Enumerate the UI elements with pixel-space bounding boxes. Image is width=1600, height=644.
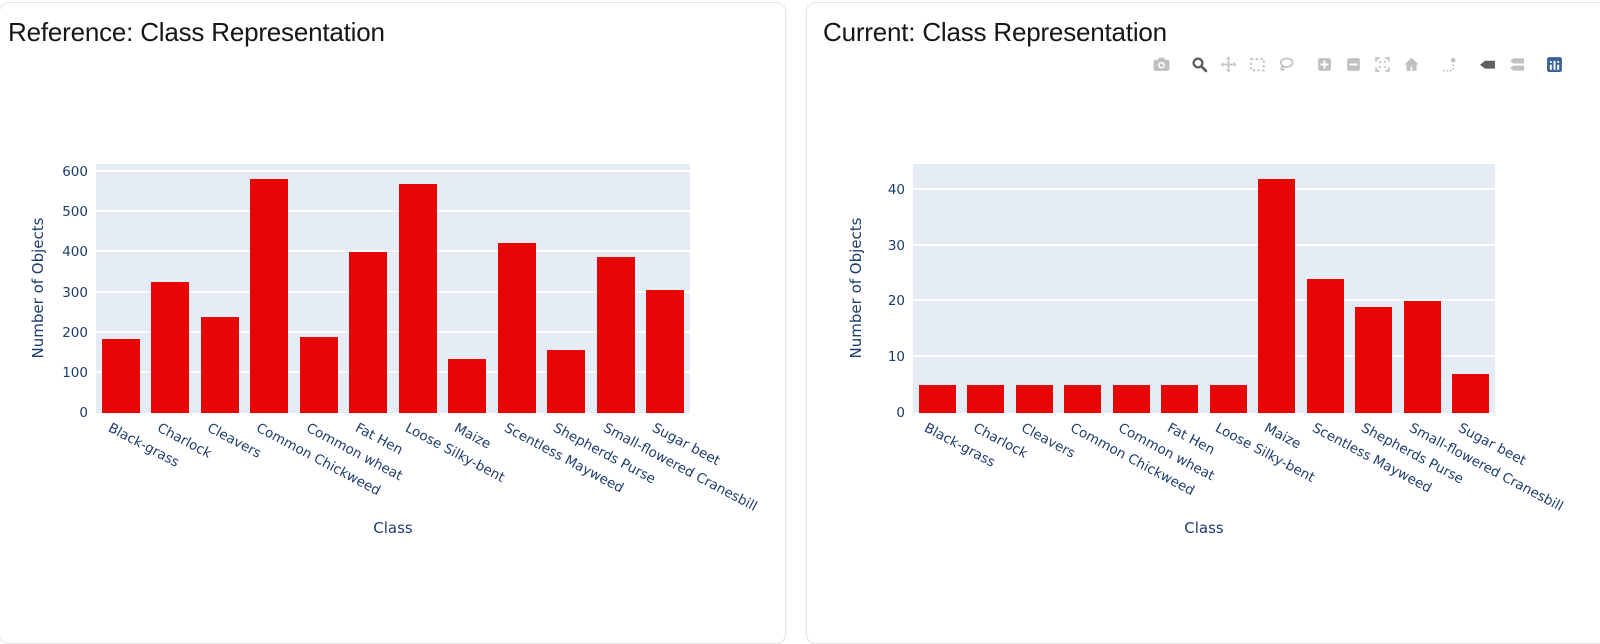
bar-slot xyxy=(1398,164,1447,413)
bar-scentless-mayweed[interactable] xyxy=(1306,279,1344,413)
bar-common-chickweed[interactable] xyxy=(250,179,289,413)
bar-slot xyxy=(1447,164,1496,413)
autoscale-icon[interactable] xyxy=(1373,55,1391,73)
current-chart-panel: Current: Class Representation Number of … xyxy=(806,2,1600,644)
reference-chart-title: Reference: Class Representation xyxy=(8,17,385,47)
y-tick-label: 0 xyxy=(79,405,88,421)
bar-slot xyxy=(294,164,344,413)
y-tick-label: 500 xyxy=(62,204,88,221)
bar-slot xyxy=(542,164,592,413)
plot-area[interactable] xyxy=(913,164,1495,413)
bar-common-wheat[interactable] xyxy=(1112,385,1150,413)
pan-icon[interactable] xyxy=(1219,55,1237,73)
gridline xyxy=(913,355,1495,358)
bar-charlock[interactable] xyxy=(967,385,1005,413)
bar-small-flowered-cranesbill[interactable] xyxy=(596,257,635,413)
bar-maize[interactable] xyxy=(1258,178,1296,413)
bar-slot xyxy=(443,164,493,413)
y-axis-ticks: 0 100 200 300 400 500 600 xyxy=(18,164,88,421)
bars xyxy=(96,164,690,413)
gridline xyxy=(96,210,690,213)
bar-scentless-mayweed[interactable] xyxy=(497,242,536,413)
zoom-in-icon[interactable] xyxy=(1315,55,1333,73)
gridline xyxy=(913,243,1495,246)
bar-common-wheat[interactable] xyxy=(299,337,338,413)
bar-black-grass[interactable] xyxy=(101,338,140,413)
y-tick-label: 200 xyxy=(62,324,88,341)
bar-slot xyxy=(1350,164,1399,413)
spikelines-icon[interactable] xyxy=(1440,55,1458,73)
y-tick-label: 40 xyxy=(887,181,905,198)
bar-shepherds-purse[interactable] xyxy=(1355,306,1393,413)
x-tick-label: Cleavers xyxy=(1018,420,1079,462)
bar-sugar-beet[interactable] xyxy=(646,289,685,413)
hover-compare-icon[interactable] xyxy=(1507,55,1525,73)
gridline xyxy=(96,330,690,333)
bar-sugar-beet[interactable] xyxy=(1452,373,1490,413)
bar-slot xyxy=(492,164,542,413)
lasso-select-icon[interactable] xyxy=(1277,55,1295,73)
bar-slot xyxy=(195,164,245,413)
y-tick-label: 10 xyxy=(887,349,905,366)
bar-slot xyxy=(1253,164,1302,413)
bar-slot xyxy=(962,164,1011,413)
y-tick-label: 0 xyxy=(896,405,905,421)
bar-black-grass[interactable] xyxy=(918,385,956,413)
bar-slot xyxy=(1010,164,1059,413)
bar-small-flowered-cranesbill[interactable] xyxy=(1403,301,1441,413)
y-tick-label: 400 xyxy=(62,244,88,261)
x-axis-title: Class xyxy=(373,519,413,537)
y-tick-label: 30 xyxy=(887,237,905,254)
x-tick-label: Cleavers xyxy=(204,420,264,462)
plotly-modebar xyxy=(1152,55,1563,73)
plotly-logo-icon[interactable] xyxy=(1545,55,1563,73)
bar-slot xyxy=(1107,164,1156,413)
zoom-icon[interactable] xyxy=(1190,55,1208,73)
gridline xyxy=(96,170,690,173)
bar-cleavers[interactable] xyxy=(1015,385,1053,413)
reset-axes-home-icon[interactable] xyxy=(1402,55,1420,73)
camera-icon[interactable] xyxy=(1152,55,1170,73)
bar-slot xyxy=(1059,164,1108,413)
gridline xyxy=(913,187,1495,190)
bar-slot xyxy=(1156,164,1205,413)
gridline xyxy=(96,250,690,253)
bar-slot xyxy=(96,164,146,413)
y-tick-label: 20 xyxy=(887,293,905,310)
bar-loose-silky-bent[interactable] xyxy=(1209,385,1247,413)
bar-slot xyxy=(913,164,962,413)
plot-area[interactable] xyxy=(96,164,690,413)
bar-slot xyxy=(1301,164,1350,413)
bar-fat-hen[interactable] xyxy=(349,252,388,413)
y-tick-label: 600 xyxy=(62,164,88,181)
bar-slot xyxy=(146,164,196,413)
gridline xyxy=(96,370,690,373)
gridline xyxy=(96,290,690,293)
hover-closest-icon[interactable] xyxy=(1478,55,1496,73)
y-tick-label: 300 xyxy=(62,284,88,301)
y-tick-label: 100 xyxy=(62,364,88,381)
bar-slot xyxy=(344,164,394,413)
reference-chart-panel: Reference: Class Representation Number o… xyxy=(0,2,786,644)
bars xyxy=(913,164,1495,413)
bar-slot xyxy=(393,164,443,413)
bar-common-chickweed[interactable] xyxy=(1064,385,1102,413)
zoom-out-icon[interactable] xyxy=(1344,55,1362,73)
bar-slot xyxy=(1204,164,1253,413)
current-chart-title: Current: Class Representation xyxy=(823,17,1167,47)
bar-charlock[interactable] xyxy=(151,282,190,413)
bar-cleavers[interactable] xyxy=(200,317,239,413)
bar-slot xyxy=(591,164,641,413)
bar-slot xyxy=(641,164,691,413)
bar-shepherds-purse[interactable] xyxy=(547,349,586,413)
box-select-icon[interactable] xyxy=(1248,55,1266,73)
x-axis-title: Class xyxy=(1184,519,1224,537)
bar-fat-hen[interactable] xyxy=(1161,385,1199,413)
gridline xyxy=(913,299,1495,302)
bar-slot xyxy=(245,164,295,413)
bar-maize[interactable] xyxy=(448,359,487,413)
bar-loose-silky-bent[interactable] xyxy=(398,184,437,413)
y-axis-ticks: 0 10 20 30 40 xyxy=(835,164,905,421)
